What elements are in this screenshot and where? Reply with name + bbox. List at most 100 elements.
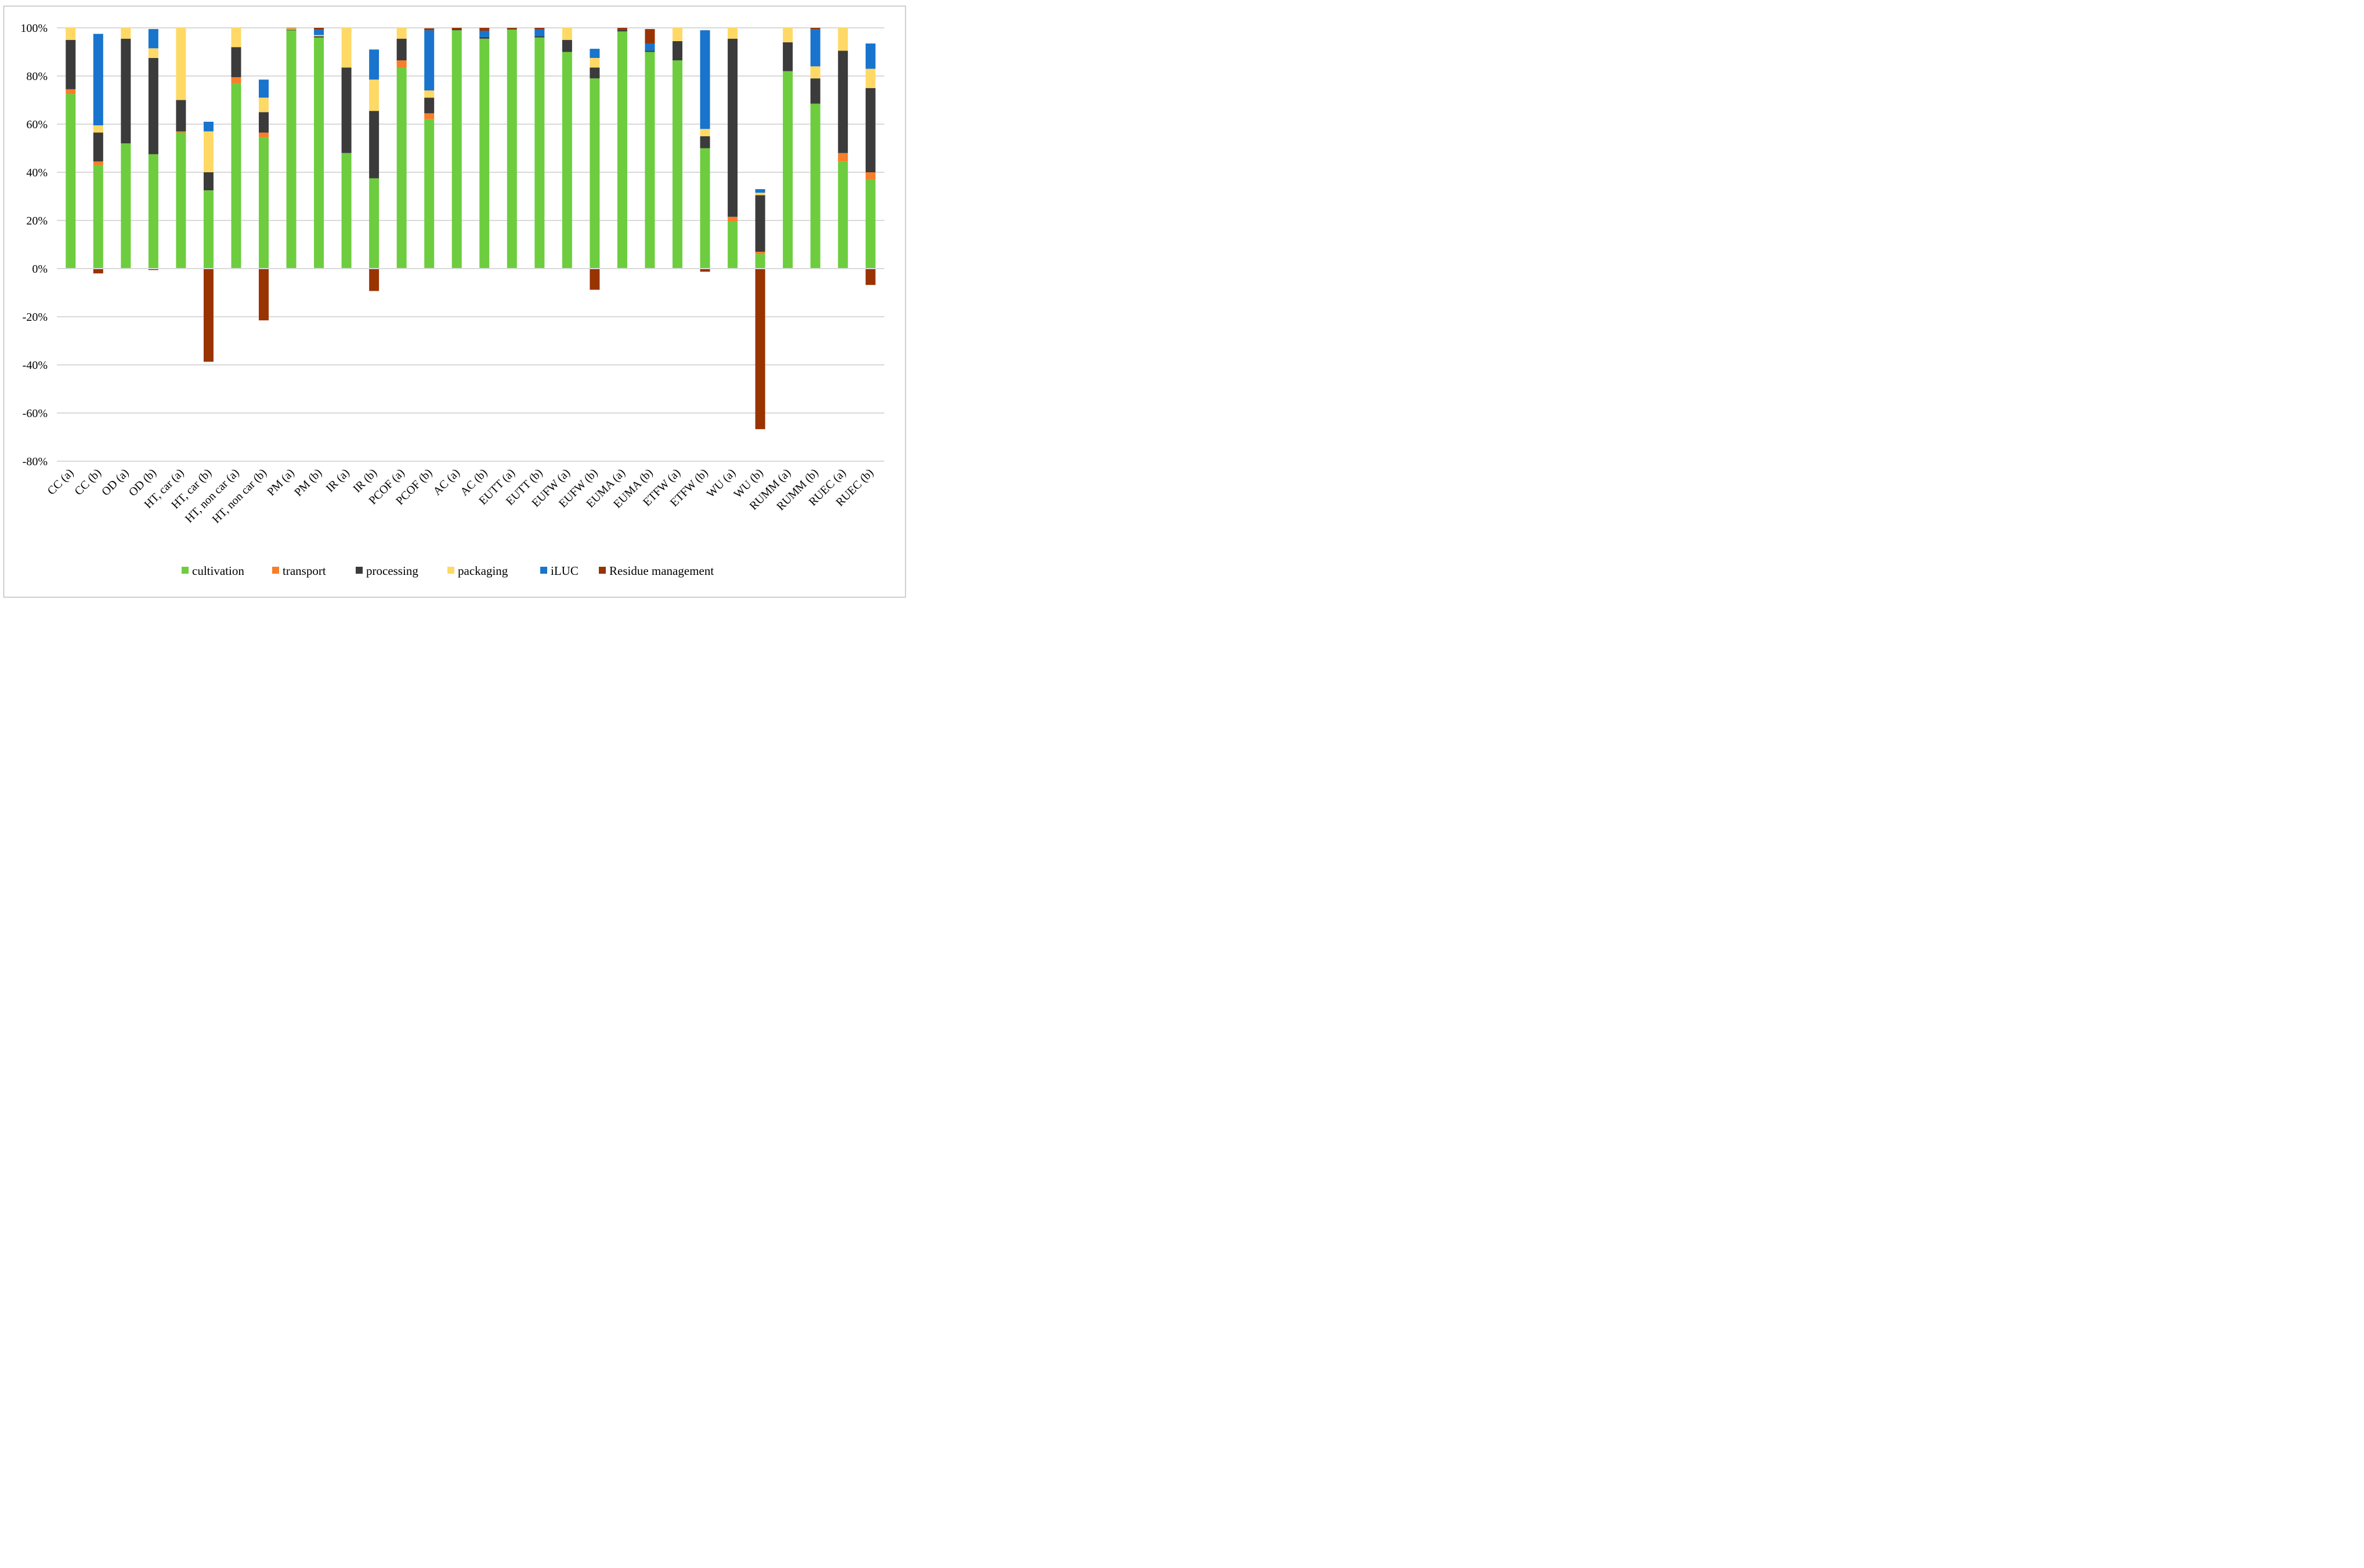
bar-group-etfw-b [700,30,710,272]
bar-segment-packaging [562,28,572,40]
bar-segment-transport [728,216,738,222]
bar-group-ir-b [369,49,379,291]
bar-segment-transport [424,113,435,119]
bar-group-ht-non-car-b [259,79,269,321]
legend-swatch-cultivation [182,567,189,574]
bar-segment-cultivation [479,38,490,269]
bar-segment-residue-management [451,28,462,30]
bar-segment-cultivation [93,165,103,269]
bar-group-ir-a [341,28,352,269]
bar-segment-residue-management [810,28,820,30]
y-tick-label: 20% [26,215,48,227]
bar-segment-processing [66,39,76,89]
bar-group-pcof-a [396,28,407,269]
bar-segment-processing [590,67,600,79]
bar-segment-packaging [424,90,435,98]
bar-segment-cultivation [424,119,435,269]
bar-segment-packaging [810,66,820,79]
bar-segment-residue-management [424,28,435,31]
bar-segment-iluc [479,30,490,37]
bar-segment-processing [396,38,407,61]
bar-segment-iluc [424,30,435,90]
bar-segment-transport [66,89,76,95]
bar-group-od-b [148,29,158,270]
bar-segment-iluc [755,189,765,193]
legend-label-residue-management: Residue management [609,564,714,578]
bar-segment-packaging [148,48,158,58]
bar-segment-residue-management [590,269,600,290]
bar-segment-cultivation [700,148,710,269]
bar-segment-cultivation [231,83,241,269]
bar-group-rumm-a [783,28,793,269]
bar-group-ac-a [451,28,462,269]
legend-swatch-processing [356,567,363,574]
bar-segment-cultivation [562,52,572,269]
bar-group-ht-car-b [203,121,214,362]
bar-group-cc-b [93,34,103,274]
bar-group-euma-a [617,28,627,269]
bar-segment-processing [617,30,627,32]
bar-segment-packaging [341,28,352,68]
bar-segment-processing [673,41,682,61]
bar-segment-processing [93,132,103,162]
bars [66,28,876,429]
bar-segment-iluc [148,29,158,49]
bar-segment-processing [783,42,793,71]
bar-segment-cultivation [341,153,352,269]
bar-segment-processing [424,97,435,114]
bar-segment-cultivation [507,29,517,269]
bar-segment-transport [865,172,876,180]
legend-swatch-packaging [447,567,454,574]
bar-segment-transport [755,251,765,255]
bar-segment-cultivation [534,37,545,269]
bar-group-wu-a [728,28,738,269]
bar-segment-packaging [259,97,269,113]
bar-segment-packaging [396,28,407,39]
bar-segment-packaging [314,35,324,37]
bar-segment-cultivation [396,67,407,269]
bar-segment-cultivation [121,143,131,269]
bar-group-eutt-a [507,28,517,269]
bar-segment-packaging [673,28,682,41]
bar-segment-processing [121,38,131,144]
bar-segment-iluc [590,49,600,58]
bar-segment-residue-management [93,269,103,274]
bar-segment-cultivation [259,137,269,269]
bar-segment-processing [700,136,710,149]
bar-segment-cultivation [203,190,214,269]
bar-segment-cultivation [286,30,297,269]
bar-segment-iluc [314,30,324,35]
bar-segment-cultivation [865,179,876,269]
bar-group-ht-car-a [176,28,186,269]
bar-segment-processing [755,195,765,252]
bar-segment-processing [148,57,158,154]
bar-segment-processing [231,47,241,78]
bar-segment-cultivation [369,178,379,269]
bar-segment-cultivation [617,31,627,269]
bar-segment-processing [479,37,490,39]
bar-segment-iluc [700,30,710,129]
bar-segment-packaging [755,193,765,195]
bar-segment-cultivation [755,254,765,269]
bar-segment-processing [534,36,545,38]
bar-group-pm-a [286,28,297,269]
y-tick-label: 60% [26,118,48,131]
bar-group-euma-b [645,29,655,269]
bar-segment-transport [396,60,407,68]
bar-group-eufw-a [562,28,572,269]
bar-segment-packaging [231,28,241,48]
y-axis-tick-labels: 100% 80% 60% 40% 20% 0% -20% -40% -60% -80% [20,22,48,468]
legend-swatch-residue-management [599,567,606,574]
bar-segment-packaging [590,57,600,68]
bar-group-ht-non-car-a [231,28,241,269]
bar-segment-packaging [203,131,214,172]
bar-segment-cultivation [451,30,462,269]
bar-group-ruec-a [838,28,848,269]
bar-group-eutt-b [534,28,545,269]
bar-segment-packaging [700,129,710,136]
bar-segment-iluc [369,49,379,80]
bar-segment-transport [838,153,848,162]
chart-container: 100% 80% 60% 40% 20% 0% -20% -40% -60% -80% CC (a… [0,0,910,603]
bar-segment-cultivation [148,154,158,269]
bar-segment-transport [231,77,241,84]
